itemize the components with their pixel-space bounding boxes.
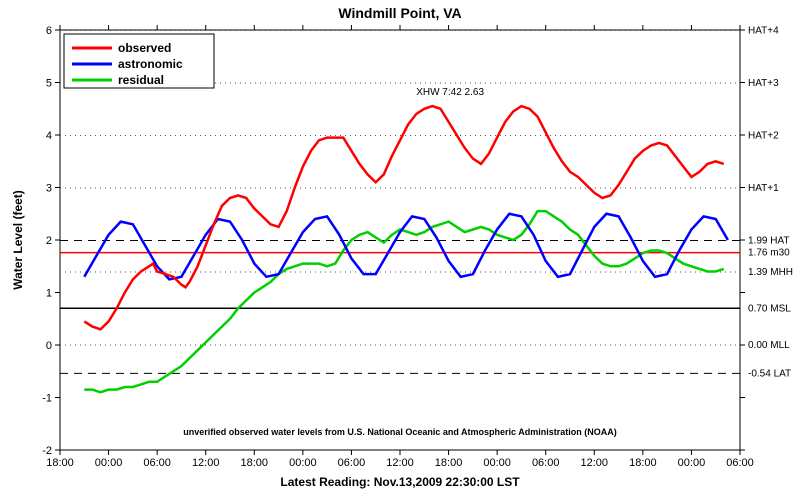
reference-label: 0.00 MLL bbox=[748, 340, 790, 351]
ytick-label: 1 bbox=[46, 288, 52, 300]
xtick-label: 06:00 bbox=[338, 457, 366, 469]
xtick-label: 18:00 bbox=[435, 457, 463, 469]
ytick-label: -1 bbox=[42, 393, 52, 405]
ytick-label: 3 bbox=[46, 183, 52, 195]
xtick-label: 06:00 bbox=[726, 457, 754, 469]
ytick-label: -2 bbox=[42, 445, 52, 457]
xtick-label: 12:00 bbox=[386, 457, 414, 469]
legend-observed-label: observed bbox=[118, 41, 171, 55]
reference-label: 0.70 MSL bbox=[748, 303, 791, 314]
hat-offset-label: HAT+3 bbox=[748, 78, 779, 89]
xtick-label: 00:00 bbox=[95, 457, 123, 469]
hat-offset-label: HAT+1 bbox=[748, 183, 779, 194]
xtick-label: 18:00 bbox=[46, 457, 74, 469]
x-axis-label: Latest Reading: Nov.13,2009 22:30:00 LST bbox=[280, 475, 520, 489]
ytick-label: 0 bbox=[46, 340, 52, 352]
reference-label: 1.99 HAT bbox=[748, 236, 790, 247]
ytick-label: 4 bbox=[46, 130, 52, 142]
ytick-label: 5 bbox=[46, 78, 52, 90]
footer-note: unverified observed water levels from U.… bbox=[183, 427, 616, 437]
chart-container: Windmill Point, VA -2 -1 0 1 2 3 4 5 6 18:00 00:00 0… bbox=[0, 0, 800, 500]
xtick-label: 00:00 bbox=[289, 457, 317, 469]
xtick-label: 06:00 bbox=[143, 457, 171, 469]
chart-title: Windmill Point, VA bbox=[338, 5, 461, 21]
legend-residual-label: residual bbox=[118, 73, 164, 87]
legend-astronomic-label: astronomic bbox=[118, 57, 183, 71]
xtick-label: 18:00 bbox=[241, 457, 269, 469]
xtick-label: 12:00 bbox=[192, 457, 220, 469]
peak-annotation: XHW 7:42 2.63 bbox=[416, 87, 484, 98]
chart-svg: Windmill Point, VA -2 -1 0 1 2 3 4 5 6 18:00 00:00 0… bbox=[0, 0, 800, 500]
hat-offset-label: HAT+2 bbox=[748, 131, 779, 142]
xtick-label: 00:00 bbox=[678, 457, 706, 469]
hat-offset-label: HAT+4 bbox=[748, 26, 779, 37]
ytick-label: 2 bbox=[46, 235, 52, 247]
xtick-label: 06:00 bbox=[532, 457, 560, 469]
reference-label: 1.76 m30 bbox=[748, 248, 790, 259]
xtick-label: 12:00 bbox=[581, 457, 609, 469]
xtick-label: 18:00 bbox=[629, 457, 657, 469]
reference-label: -0.54 LAT bbox=[748, 368, 791, 379]
reference-label: 1.39 MHH bbox=[748, 267, 793, 278]
xtick-label: 00:00 bbox=[483, 457, 511, 469]
ytick-label: 6 bbox=[46, 25, 52, 37]
y-axis-label: Water Level (feet) bbox=[11, 190, 25, 290]
